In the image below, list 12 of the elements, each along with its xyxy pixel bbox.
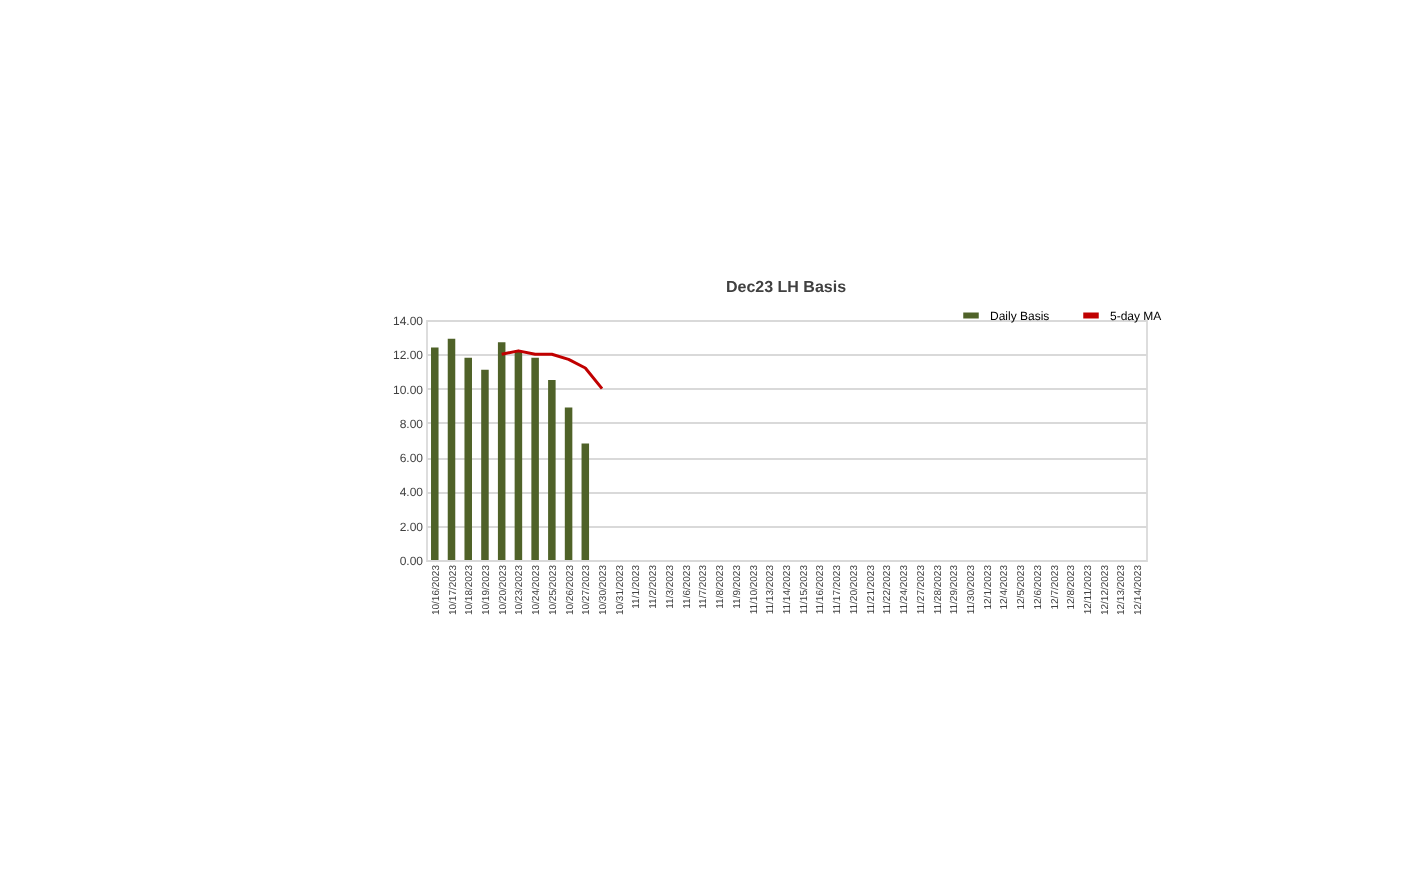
bar: [497, 342, 506, 560]
bar: [431, 347, 439, 560]
chart-title: Dec23 LH Basis: [725, 278, 848, 296]
bar: [464, 357, 472, 560]
bar: [447, 338, 456, 560]
bar: [531, 357, 539, 560]
bar: [581, 443, 590, 560]
bar: [548, 380, 556, 560]
bar: [481, 369, 489, 560]
line-series: [500, 349, 604, 391]
bar: [514, 350, 523, 560]
bar: [564, 407, 573, 560]
